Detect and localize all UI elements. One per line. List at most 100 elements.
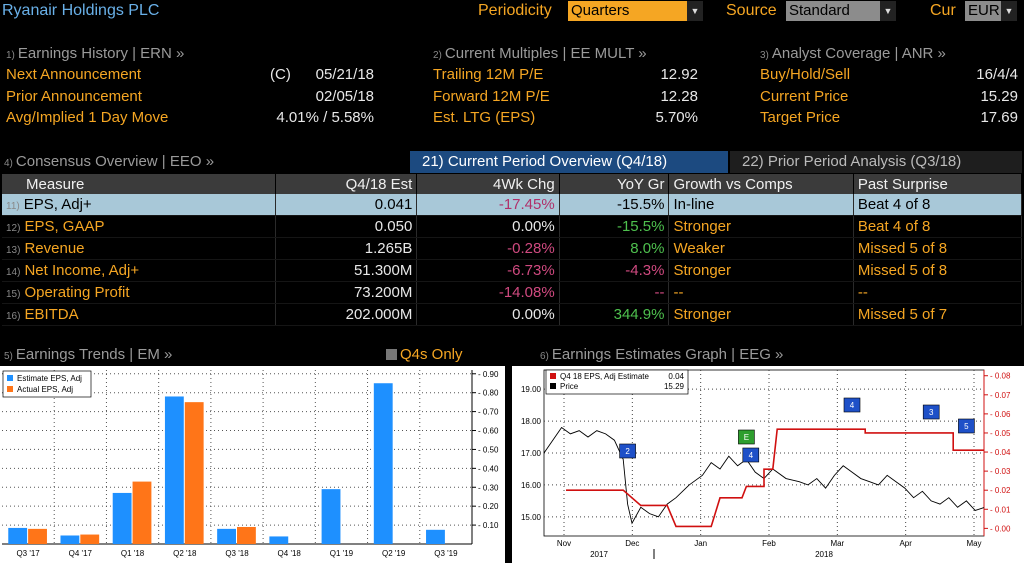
estimate-cell: 0.050 (275, 215, 418, 238)
column-header[interactable]: Q4/18 Est (275, 174, 418, 194)
y-tick-label: - 0.70 (478, 408, 499, 417)
event-marker[interactable] (843, 397, 861, 413)
estimate-cell: 202.000M (275, 303, 418, 326)
estimate-cell: 1.265B (275, 237, 418, 260)
row-number: 15) (6, 289, 21, 300)
yoy-growth-cell: 8.0% (559, 237, 670, 260)
x-tick-label: Apr (899, 539, 912, 548)
consensus-overview-link[interactable]: 4) Consensus Overview | EEO » (4, 153, 215, 170)
event-marker[interactable] (619, 443, 636, 459)
analyst-coverage-row: Target Price 17.69 (760, 109, 1018, 131)
estimate-bar (164, 396, 184, 544)
legend-swatch (550, 373, 556, 379)
event-marker[interactable] (738, 429, 755, 445)
legend-label: Estimate EPS, Adj (17, 374, 82, 383)
currency-select[interactable]: EUR ▼ (965, 1, 1017, 21)
chevron-down-icon: ▼ (880, 1, 896, 21)
periodicity-value: Quarters (571, 2, 630, 19)
table-row[interactable]: 15) Operating Profit 73.200M -14.08% -- -- -- (2, 281, 1023, 304)
right-tick-label: - 0.04 (990, 448, 1011, 457)
x-tick-label: Q4 '18 (278, 549, 302, 558)
analyst-coverage-link[interactable]: 3) Analyst Coverage | ANR » (760, 45, 946, 62)
earnings-history-prefix: (C) (270, 66, 291, 83)
four-week-change-cell: -0.28% (416, 237, 560, 260)
four-week-change-cell: -6.73% (416, 259, 560, 282)
current-multiples-label: Forward 12M P/E (433, 87, 550, 105)
q4s-only-label: Q4s Only (400, 346, 463, 363)
yoy-growth-cell: -15.5% (559, 194, 670, 216)
price-line (543, 426, 985, 525)
x-tick-label: Nov (557, 539, 571, 548)
table-row[interactable]: 12) EPS, GAAP 0.050 0.00% -15.5% Stronger Beat… (2, 215, 1023, 238)
estimate-cell: 73.200M (275, 281, 418, 304)
analyst-coverage-panel: Buy/Hold/Sell 16/4/4 Current Price 15.29 Tar… (760, 66, 1018, 131)
tab-prior-period[interactable]: 22) Prior Period Analysis (Q3/18) (730, 151, 1022, 173)
event-marker[interactable] (958, 418, 975, 434)
current-multiples-value: 12.92 (660, 66, 698, 83)
legend-estimate-label: Q4 18 EPS, Adj Estimate (560, 372, 649, 381)
q4s-only-checkbox[interactable]: Q4s Only (386, 346, 463, 363)
table-row[interactable]: 14) Net Income, Adj+ 51.300M -6.73% -4.3% Str… (2, 259, 1023, 282)
estimate-bar (60, 535, 80, 544)
current-multiples-row: Forward 12M P/E 12.28 (433, 88, 698, 110)
column-header[interactable]: Past Surprise (853, 174, 1023, 194)
event-marker-label: 4 (850, 401, 855, 410)
source-label: Source (726, 2, 777, 19)
growth-vs-comps-cell: Stronger (668, 215, 854, 238)
source-select[interactable]: Standard ▼ (786, 1, 896, 21)
legend-swatch (7, 375, 13, 381)
event-marker[interactable] (922, 404, 940, 420)
estimate-cell: 0.041 (275, 194, 418, 216)
earnings-history-value: 02/05/18 (315, 87, 374, 105)
x-tick-label: Q1 '18 (121, 549, 145, 558)
earnings-estimates-link[interactable]: 6) Earnings Estimates Graph | EEG » (540, 346, 784, 363)
analyst-coverage-value: 17.69 (980, 109, 1018, 126)
estimate-bar (217, 528, 236, 544)
column-header[interactable]: YoY Gr (559, 174, 670, 194)
measure-label: EPS, GAAP (24, 218, 105, 235)
yoy-growth-cell: -4.3% (559, 259, 670, 282)
measure-cell: 11) EPS, Adj+ (2, 194, 277, 216)
table-row[interactable]: 16) EBITDA 202.000M 0.00% 344.9% Stronger Miss… (2, 303, 1023, 326)
table-row[interactable]: 11) EPS, Adj+ 0.041 -17.45% -15.5% In-line Bea… (2, 194, 1023, 216)
chevron-down-icon: ▼ (687, 1, 703, 21)
periodicity-select[interactable]: Quarters ▼ (568, 1, 703, 21)
yoy-growth-cell: 344.9% (559, 303, 670, 326)
actual-bar (80, 534, 100, 544)
estimate-bar (112, 492, 132, 544)
column-header[interactable]: Measure (2, 174, 277, 194)
bar-chart-legend: Estimate EPS, Adj Actual EPS, Adj (2, 370, 92, 398)
currency-label: Cur (930, 2, 956, 19)
legend-price-label: Price (560, 382, 579, 391)
analyst-coverage-row: Current Price 15.29 (760, 88, 1018, 110)
tab-current-period[interactable]: 21) Current Period Overview (Q4/18) (410, 151, 728, 173)
chart-background (512, 366, 1024, 563)
y-tick-label: - 0.40 (478, 464, 499, 473)
column-header[interactable]: 4Wk Chg (416, 174, 560, 194)
estimate-cell: 51.300M (275, 259, 418, 282)
measure-label: Net Income, Adj+ (24, 262, 140, 279)
checkbox-icon (386, 349, 397, 360)
periodicity-label: Periodicity (478, 2, 552, 19)
column-header[interactable]: Growth vs Comps (668, 174, 854, 194)
estimate-bar (269, 536, 289, 544)
earnings-history-panel: Next Announcement (C) 05/21/18 Prior Announ… (6, 66, 374, 131)
earnings-history-link[interactable]: 1) Earnings History | ERN » (6, 45, 185, 62)
row-number: 12) (6, 223, 21, 234)
event-marker[interactable] (742, 447, 760, 463)
earnings-trends-link[interactable]: 5) Earnings Trends | EM » (4, 346, 173, 363)
analyst-coverage-label: Current Price (760, 87, 849, 105)
source-value: Standard (789, 2, 850, 19)
currency-value: EUR (968, 2, 1000, 19)
right-tick-label: - 0.00 (990, 524, 1011, 533)
past-surprise-cell: -- (853, 281, 1023, 304)
table-row[interactable]: 13) Revenue 1.265B -0.28% 8.0% Weaker Missed 5… (2, 237, 1023, 260)
current-multiples-link[interactable]: 2) Current Multiples | EE MULT » (433, 45, 647, 62)
current-multiples-panel: Trailing 12M P/E 12.92 Forward 12M P/E 12.2… (433, 66, 698, 131)
analyst-coverage-value: 16/4/4 (976, 66, 1018, 83)
security-title: Ryanair Holdings PLC (2, 2, 160, 19)
right-tick-label: - 0.05 (990, 429, 1011, 438)
measure-label: Operating Profit (24, 284, 130, 301)
measure-cell: 15) Operating Profit (2, 281, 277, 304)
right-tick-label: - 0.06 (990, 410, 1011, 419)
